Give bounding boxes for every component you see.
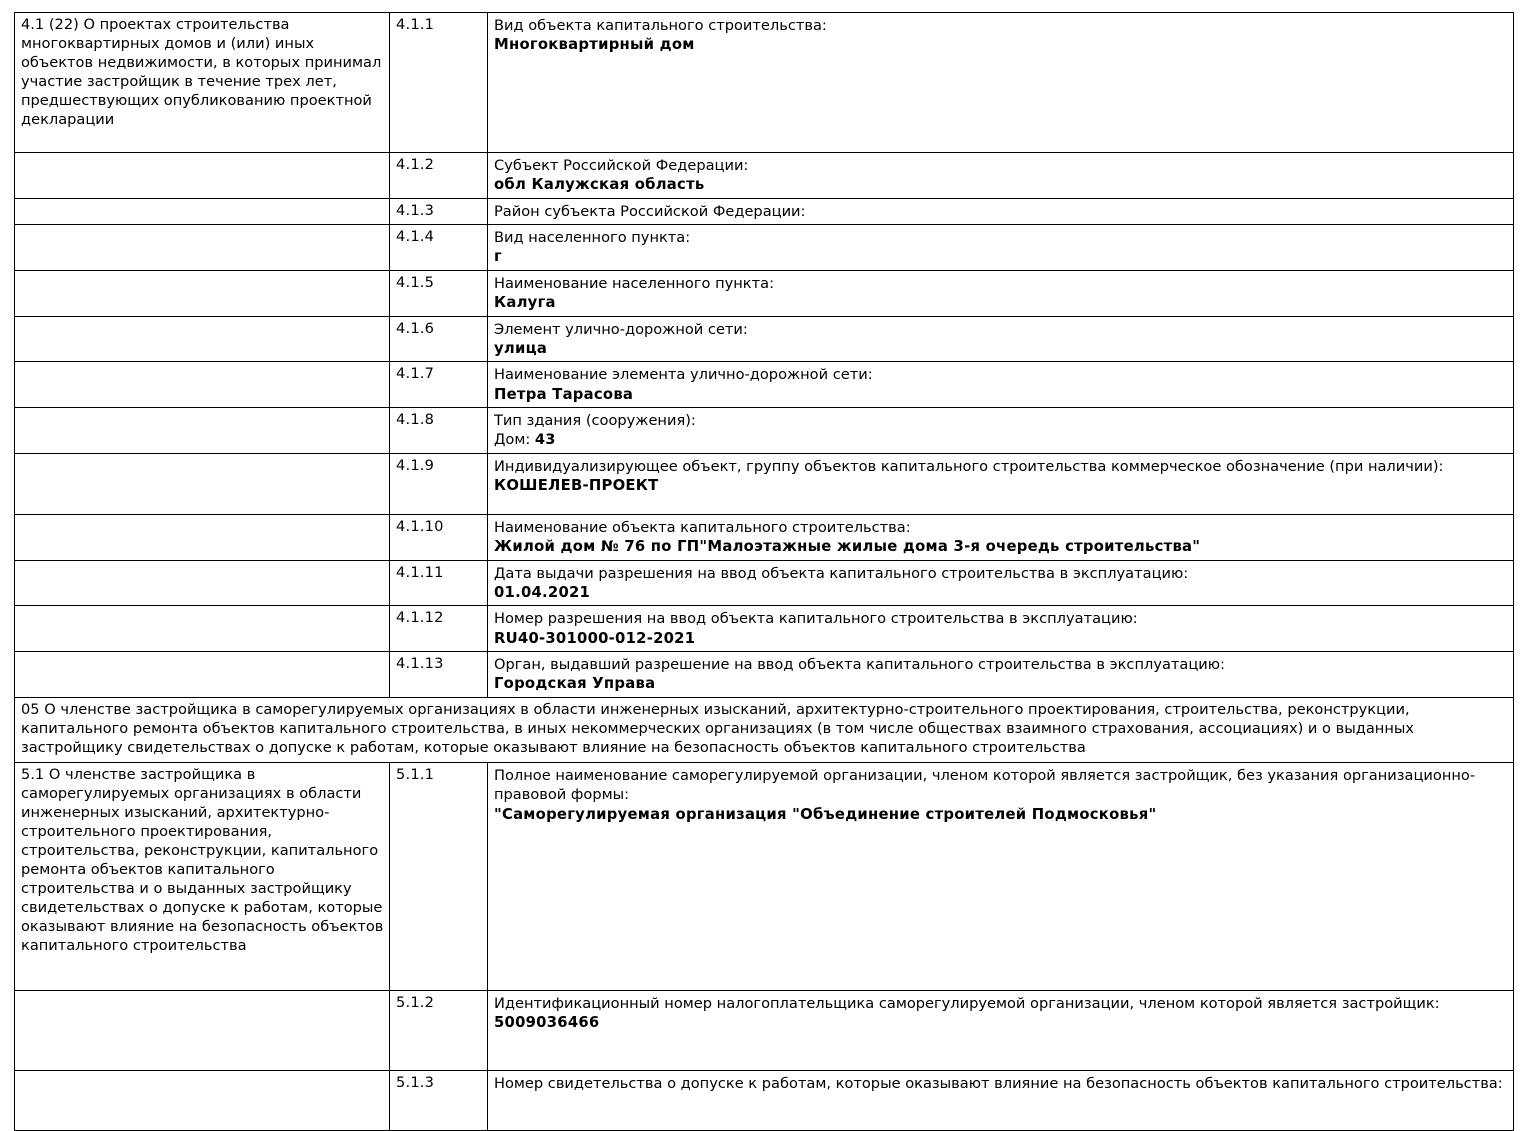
row-label: Вид населенного пункта: (494, 229, 691, 247)
table-row: 4.1.8 Тип здания (сооружения): Дом: 43 (14, 407, 1514, 454)
row-code-5-1-1: 5.1.1 (389, 762, 488, 991)
left-column-spacer (14, 315, 390, 363)
row-body-4-1-1: Вид объекта капитального строительства: … (487, 12, 1514, 153)
row-value: Многоквартирный дом (494, 36, 695, 54)
row-code-4-1-11: 4.1.11 (389, 559, 488, 607)
row-value-line: Дом: 43 (494, 430, 1508, 449)
row-code-4-1-13: 4.1.13 (389, 651, 488, 698)
declaration-table: 4.1 (22) О проектах строительства многок… (14, 12, 1514, 1131)
row-label: Номер разрешения на ввод объекта капитал… (494, 610, 1138, 628)
left-column-spacer (14, 452, 390, 515)
row-code-4-1-7: 4.1.7 (389, 361, 488, 409)
table-row: 5.1 О членстве застройщика в саморегулир… (14, 762, 1514, 991)
left-column-spacer (14, 197, 390, 226)
table-row: 4.1.11 Дата выдачи разрешения на ввод об… (14, 559, 1514, 607)
row-value: КОШЕЛЕВ-ПРОЕКТ (494, 476, 659, 494)
row-label: Субъект Российской Федерации: (494, 157, 749, 174)
left-column-spacer (14, 224, 390, 271)
left-column-spacer (14, 513, 390, 561)
row-value: "Саморегулируемая организация "Объединен… (494, 805, 1157, 823)
row-body-4-1-3: Район субъекта Российской Федерации: (487, 197, 1514, 226)
row-label: Идентификационный номер налогоплательщик… (494, 995, 1440, 1012)
document-page: 4.1 (22) О проектах строительства многок… (14, 12, 1514, 1131)
row-label: Наименование объекта капитального строит… (494, 518, 911, 536)
row-label: Наименование населенного пункта: (494, 274, 774, 292)
table-row: 4.1.5 Наименование населенного пункта: К… (14, 269, 1514, 317)
row-label: Номер свидетельства о допуске к работам,… (494, 1075, 1503, 1092)
row-body-4-1-8: Тип здания (сооружения): Дом: 43 (487, 407, 1514, 454)
left-column-spacer (14, 269, 390, 317)
row-value: Городская Управа (494, 675, 656, 693)
row-label: Тип здания (сооружения): (494, 412, 696, 430)
row-body-5-1-1: Полное наименование саморегулируемой орг… (487, 762, 1514, 991)
row-label: Полное наименование саморегулируемой орг… (494, 767, 1476, 804)
section-4-1-left-header: 4.1 (22) О проектах строительства многок… (14, 12, 390, 153)
left-column-spacer (14, 990, 390, 1071)
row-code-4-1-10: 4.1.10 (389, 513, 488, 561)
row-body-4-1-13: Орган, выдавший разрешение на ввод объек… (487, 651, 1514, 698)
row-code-4-1-12: 4.1.12 (389, 605, 488, 653)
row-value: RU40-301000-012-2021 (494, 629, 696, 647)
row-code-4-1-3: 4.1.3 (389, 197, 488, 226)
row-label: Индивидуализирующее объект, группу объек… (494, 457, 1444, 475)
row-value: 5009036466 (494, 1014, 600, 1032)
table-row: 05 О членстве застройщика в саморегулиру… (14, 697, 1514, 763)
row-label: Район субъекта Российской Федерации: (494, 202, 806, 220)
row-body-4-1-2: Субъект Российской Федерации: обл Калужс… (487, 152, 1514, 199)
row-label: Наименование элемента улично-дорожной се… (494, 366, 873, 384)
row-body-4-1-11: Дата выдачи разрешения на ввод объекта к… (487, 559, 1514, 607)
row-code-4-1-8: 4.1.8 (389, 407, 488, 454)
table-row: 4.1.13 Орган, выдавший разрешение на вво… (14, 651, 1514, 698)
row-label: Орган, выдавший разрешение на ввод объек… (494, 656, 1225, 674)
row-value: г (494, 248, 502, 266)
row-value: Калуга (494, 294, 556, 312)
row-code-4-1-5: 4.1.5 (389, 269, 488, 317)
table-row: 4.1.6 Элемент улично-дорожной сети: улиц… (14, 315, 1514, 363)
row-label: Дата выдачи разрешения на ввод объекта к… (494, 564, 1189, 582)
left-column-spacer (14, 559, 390, 607)
row-code-5-1-2: 5.1.2 (389, 990, 488, 1071)
table-row: 4.1.9 Индивидуализирующее объект, группу… (14, 452, 1514, 515)
table-row: 4.1.2 Субъект Российской Федерации: обл … (14, 152, 1514, 199)
row-label: Вид объекта капитального строительства: (494, 17, 827, 34)
row-value: Петра Тарасова (494, 385, 634, 403)
row-code-4-1-6: 4.1.6 (389, 315, 488, 363)
row-code-4-1-9: 4.1.9 (389, 452, 488, 515)
table-row: 4.1.7 Наименование элемента улично-дорож… (14, 361, 1514, 409)
row-value-prefix: Дом: (494, 431, 531, 449)
left-column-spacer (14, 407, 390, 454)
left-column-spacer (14, 651, 390, 698)
row-value: 01.04.2021 (494, 583, 591, 601)
left-column-spacer (14, 605, 390, 653)
left-column-spacer (14, 361, 390, 409)
section-5-1-left-header: 5.1 О членстве застройщика в саморегулир… (14, 762, 390, 991)
row-value: Жилой дом № 76 по ГП"Малоэтажные жилые д… (494, 537, 1201, 555)
left-column-spacer (14, 152, 390, 199)
row-value: 43 (534, 431, 556, 449)
row-body-4-1-9: Индивидуализирующее объект, группу объек… (487, 452, 1514, 515)
table-row: 5.1.2 Идентификационный номер налогоплат… (14, 990, 1514, 1071)
row-code-4-1-2: 4.1.2 (389, 152, 488, 199)
row-body-4-1-6: Элемент улично-дорожной сети: улица (487, 315, 1514, 363)
row-label: Элемент улично-дорожной сети: (494, 320, 748, 338)
section-05-header: 05 О членстве застройщика в саморегулиру… (14, 697, 1514, 763)
row-code-4-1-4: 4.1.4 (389, 224, 488, 271)
row-body-4-1-7: Наименование элемента улично-дорожной се… (487, 361, 1514, 409)
row-body-4-1-10: Наименование объекта капитального строит… (487, 513, 1514, 561)
row-body-4-1-5: Наименование населенного пункта: Калуга (487, 269, 1514, 317)
row-value: улица (494, 339, 548, 357)
table-row: 4.1 (22) О проектах строительства многок… (14, 12, 1514, 153)
table-row: 4.1.4 Вид населенного пункта: г (14, 224, 1514, 271)
row-code-4-1-1: 4.1.1 (389, 12, 488, 153)
row-value: обл Калужская область (494, 176, 705, 194)
table-row: 4.1.3 Район субъекта Российской Федераци… (14, 197, 1514, 226)
row-body-4-1-4: Вид населенного пункта: г (487, 224, 1514, 271)
row-body-4-1-12: Номер разрешения на ввод объекта капитал… (487, 605, 1514, 653)
table-row: 4.1.10 Наименование объекта капитального… (14, 513, 1514, 561)
table-row: 4.1.12 Номер разрешения на ввод объекта … (14, 605, 1514, 653)
row-body-5-1-2: Идентификационный номер налогоплательщик… (487, 990, 1514, 1071)
